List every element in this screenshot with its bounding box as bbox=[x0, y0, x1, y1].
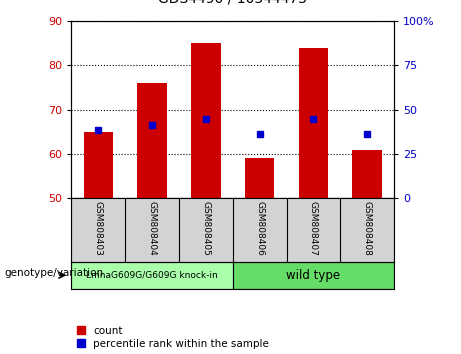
Bar bbox=[245, 159, 274, 198]
Bar bbox=[233, 262, 394, 289]
Bar bbox=[299, 48, 328, 198]
Text: GSM808408: GSM808408 bbox=[363, 201, 372, 256]
Text: GSM808404: GSM808404 bbox=[148, 201, 157, 256]
Text: wild type: wild type bbox=[286, 269, 341, 282]
Bar bbox=[353, 149, 382, 198]
Bar bbox=[191, 44, 221, 198]
Legend: count, percentile rank within the sample: count, percentile rank within the sample bbox=[77, 326, 269, 349]
Text: GSM808407: GSM808407 bbox=[309, 201, 318, 256]
Text: genotype/variation: genotype/variation bbox=[5, 268, 104, 279]
Text: LmnaG609G/G609G knock-in: LmnaG609G/G609G knock-in bbox=[86, 271, 218, 280]
Text: GDS4490 / 10344473: GDS4490 / 10344473 bbox=[159, 0, 307, 5]
Text: GSM808405: GSM808405 bbox=[201, 201, 210, 256]
Bar bbox=[83, 132, 113, 198]
Text: GSM808403: GSM808403 bbox=[94, 201, 103, 256]
Bar bbox=[71, 262, 233, 289]
Text: GSM808406: GSM808406 bbox=[255, 201, 264, 256]
Bar bbox=[137, 83, 167, 198]
